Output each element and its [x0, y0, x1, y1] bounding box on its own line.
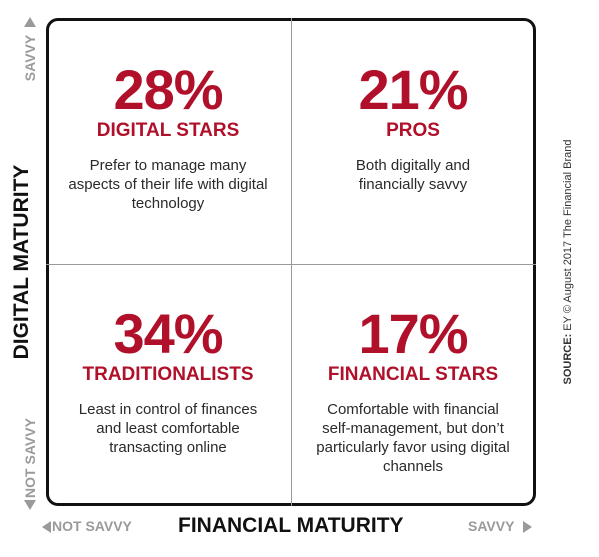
- quadrant-name: DIGITAL STARS: [96, 120, 240, 141]
- arrow-left-icon: [42, 521, 51, 533]
- quadrant-percent: 17%: [358, 302, 468, 365]
- quadrant-name: TRADITIONALISTS: [82, 364, 254, 385]
- quadrant-percent: 21%: [358, 58, 468, 121]
- arrow-right-icon: [523, 521, 532, 533]
- arrow-up-icon: [24, 17, 36, 27]
- quadrant-description: Comfortable with financial self-manageme…: [316, 401, 510, 475]
- quadrant-description: Prefer to manage many aspects of their l…: [68, 157, 268, 212]
- source-label: SOURCE:: [562, 333, 574, 385]
- quadrant-traditionalists: 34% TRADITIONALISTS Least in control of …: [48, 306, 288, 457]
- quadrant-description: Least in control of finances and least c…: [78, 401, 258, 456]
- quadrant-digital-stars: 28% DIGITAL STARS Prefer to manage many …: [48, 62, 288, 213]
- quadrant-description: Both digitally and financially savvy: [355, 157, 471, 193]
- x-axis-title: FINANCIAL MATURITY: [178, 514, 404, 537]
- quadrant-pros: 21% PROS Both digitally and financially …: [293, 62, 533, 194]
- x-axis-high-label: SAVVY: [468, 518, 515, 534]
- horizontal-divider: [46, 264, 536, 265]
- y-axis-low-label: NOT SAVVY: [22, 418, 38, 498]
- quadrant-financial-stars: 17% FINANCIAL STARS Comfortable with fin…: [293, 306, 533, 476]
- x-axis-low-label: NOT SAVVY: [52, 518, 132, 534]
- source-credit: SOURCE: EY © August 2017 The Financial B…: [561, 140, 575, 385]
- quadrant-percent: 28%: [113, 58, 223, 121]
- quadrant-name: PROS: [386, 120, 440, 141]
- y-axis-title: DIGITAL MATURITY: [10, 164, 33, 360]
- quadrant-name: FINANCIAL STARS: [327, 364, 499, 385]
- arrow-down-icon: [24, 500, 36, 510]
- y-axis-high-label: SAVVY: [22, 34, 38, 82]
- source-text: EY © August 2017 The Financial Brand: [562, 139, 574, 331]
- quadrant-percent: 34%: [113, 302, 223, 365]
- vertical-divider: [291, 18, 292, 506]
